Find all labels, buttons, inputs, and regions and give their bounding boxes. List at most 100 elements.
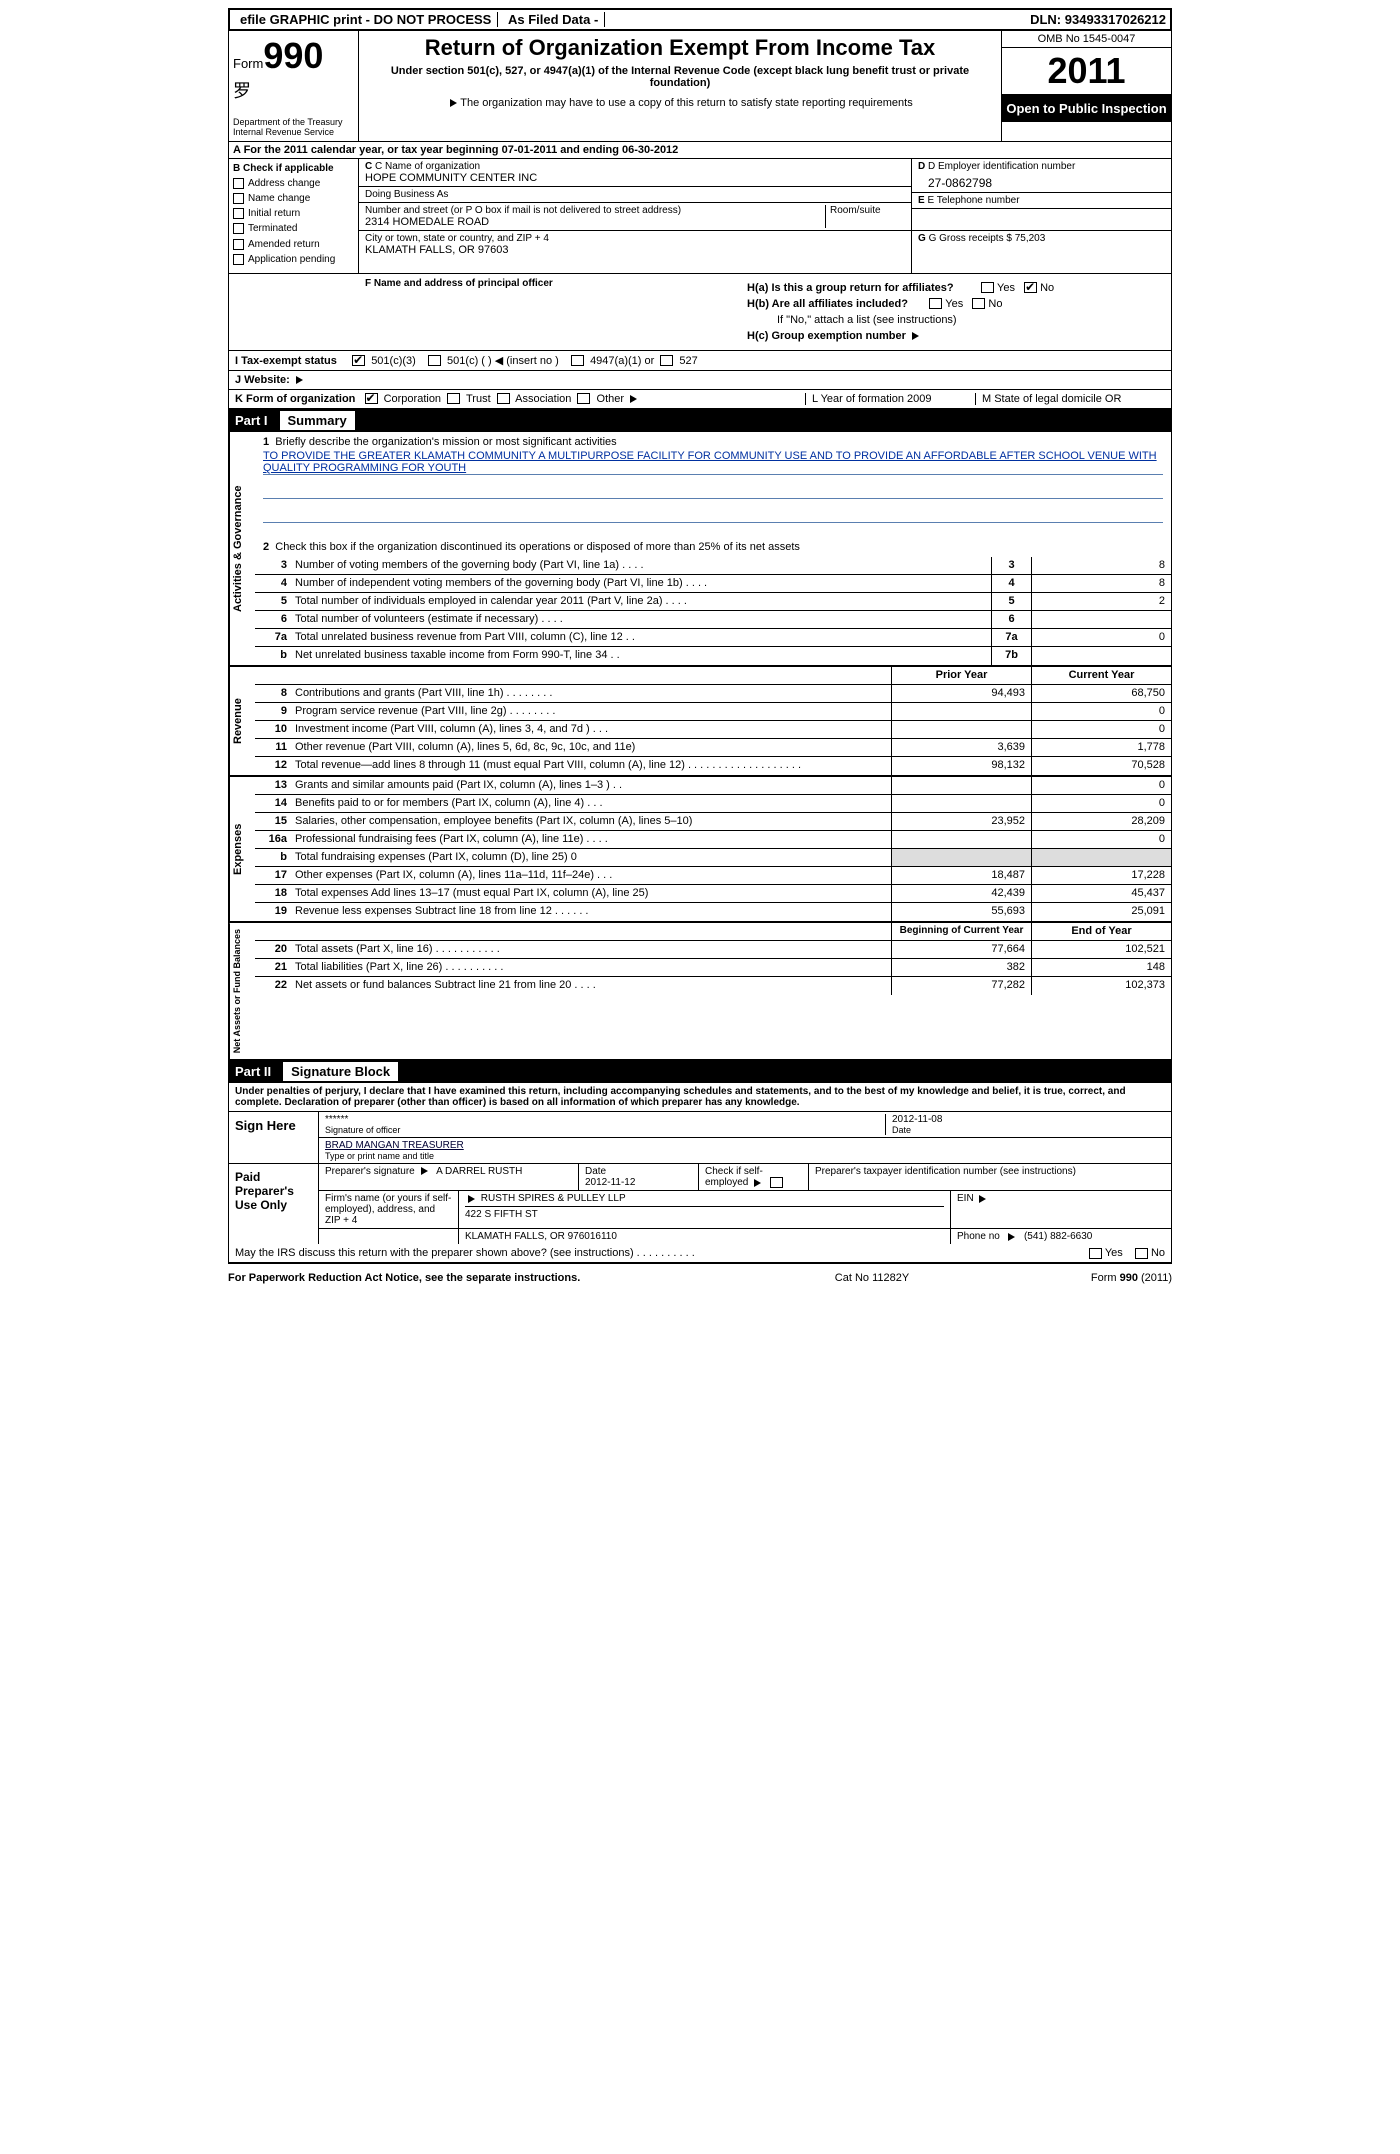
checkbox-icon[interactable]: [233, 223, 244, 234]
rev-line: 12 Total revenue—add lines 8 through 11 …: [255, 757, 1171, 775]
hb-note: If "No," attach a list (see instructions…: [747, 314, 1165, 326]
firm-lbl-cell: Firm's name (or yours if self-employed),…: [319, 1191, 459, 1228]
line-box: 7a: [991, 629, 1031, 646]
prior-val: 18,487: [891, 867, 1031, 884]
city-val: KLAMATH FALLS, OR 97603: [365, 244, 905, 256]
line-desc: Grants and similar amounts paid (Part IX…: [291, 777, 891, 794]
end-val: 148: [1031, 959, 1171, 976]
header-left: Form990 罗 Department of the Treasury Int…: [229, 31, 359, 141]
sig-date-lbl: Date: [892, 1125, 1165, 1135]
part-title: Summary: [280, 411, 355, 430]
line-desc: Total unrelated business revenue from Pa…: [291, 629, 991, 646]
rev-line: 9 Program service revenue (Part VIII, li…: [255, 703, 1171, 721]
checkbox-icon[interactable]: [577, 393, 590, 404]
line-desc: Total fundraising expenses (Part IX, col…: [291, 849, 891, 866]
line-desc: Net assets or fund balances Subtract lin…: [291, 977, 891, 995]
phone-val: (541) 882-6630: [1024, 1231, 1092, 1242]
triangle-icon: [630, 395, 637, 403]
exp-line: 17 Other expenses (Part IX, column (A), …: [255, 867, 1171, 885]
line-desc: Number of independent voting members of …: [291, 575, 991, 592]
sig-name-row: BRAD MANGAN TREASURER Type or print name…: [319, 1138, 1171, 1163]
c-street-cell: Number and street (or P O box if mail is…: [359, 203, 911, 231]
dba-lbl: Doing Business As: [365, 189, 905, 200]
form-subtitle: Under section 501(c), 527, or 4947(a)(1)…: [367, 65, 993, 89]
checkbox-icon[interactable]: [929, 298, 942, 309]
checkbox-icon[interactable]: [233, 193, 244, 204]
line-desc: Professional fundraising fees (Part IX, …: [291, 831, 891, 848]
tax-year: 2011: [1002, 48, 1171, 95]
prep-date-val: 2012-11-12: [585, 1177, 692, 1188]
checkbox-icon[interactable]: [770, 1177, 783, 1188]
form-note: The organization may have to use a copy …: [367, 97, 993, 109]
line-desc: Total revenue—add lines 8 through 11 (mu…: [291, 757, 891, 775]
gov-line: 4 Number of independent voting members o…: [255, 575, 1171, 593]
current-val: 25,091: [1031, 903, 1171, 921]
chk-pending: Application pending: [233, 254, 354, 265]
checkbox-icon[interactable]: [233, 254, 244, 265]
checkbox-icon[interactable]: [233, 208, 244, 219]
triangle-icon: [979, 1195, 986, 1203]
prior-val: [891, 721, 1031, 738]
prior-val: [891, 831, 1031, 848]
may-yesno: Yes No: [1086, 1247, 1165, 1259]
prior-val: 23,952: [891, 813, 1031, 830]
checkbox-checked-icon[interactable]: [352, 355, 365, 366]
line-desc: Program service revenue (Part VIII, line…: [291, 703, 891, 720]
end-val: 102,373: [1031, 977, 1171, 995]
part-i-header: Part I Summary: [228, 409, 1172, 432]
part-num: Part I: [235, 413, 276, 428]
exp-line: 13 Grants and similar amounts paid (Part…: [255, 777, 1171, 795]
yes-lbl: Yes: [1105, 1247, 1123, 1259]
c-city-cell: City or town, state or country, and ZIP …: [359, 231, 911, 258]
checkbox-icon[interactable]: [571, 355, 584, 366]
checkbox-icon[interactable]: [428, 355, 441, 366]
blank-cell: [912, 209, 1171, 231]
col-b-checkboxes: B Check if applicable Address change Nam…: [229, 159, 359, 273]
triangle-icon: [421, 1167, 428, 1175]
gross-lbl: G Gross receipts $: [929, 233, 1012, 244]
gov-lines: 3 Number of voting members of the govern…: [255, 557, 1171, 665]
checkbox-checked-icon[interactable]: [1024, 282, 1037, 293]
omb-number: OMB No 1545-0047: [1002, 31, 1171, 48]
vlabel-expenses: Expenses: [229, 777, 255, 921]
prior-val: 3,639: [891, 739, 1031, 756]
summary-net-assets: Net Assets or Fund Balances Beginning of…: [228, 923, 1172, 1060]
checkbox-icon[interactable]: [233, 239, 244, 250]
firm-addr2: KLAMATH FALLS, OR 976016110: [459, 1229, 951, 1244]
checkbox-checked-icon[interactable]: [365, 393, 378, 404]
checkbox-icon[interactable]: [660, 355, 673, 366]
chk-lbl: Address change: [248, 178, 320, 189]
checkbox-icon[interactable]: [447, 393, 460, 404]
checkbox-icon[interactable]: [972, 298, 985, 309]
line-num: 19: [255, 903, 291, 921]
checkbox-icon[interactable]: [233, 178, 244, 189]
sig-date: 2012-11-08 Date: [885, 1114, 1165, 1135]
blank: [319, 1229, 459, 1244]
current-val: 0: [1031, 831, 1171, 848]
checkbox-icon[interactable]: [981, 282, 994, 293]
phone-lbl: E Telephone number: [927, 195, 1019, 206]
line-num: 5: [255, 593, 291, 610]
line-val: 8: [1031, 575, 1171, 592]
ein-lbl: EIN: [957, 1193, 974, 1204]
checkbox-icon[interactable]: [1135, 1248, 1148, 1259]
rev-line: 11 Other revenue (Part VIII, column (A),…: [255, 739, 1171, 757]
vlabel-net: Net Assets or Fund Balances: [229, 923, 255, 1059]
checkbox-icon[interactable]: [1089, 1248, 1102, 1259]
end-val: 102,521: [1031, 941, 1171, 958]
phone-cell: Phone no (541) 882-6630: [951, 1229, 1171, 1244]
form-ref: Form 990 (2011): [972, 1272, 1172, 1284]
exp-line: 14 Benefits paid to or for members (Part…: [255, 795, 1171, 813]
prep-ptin-lbl: Preparer's taxpayer identification numbe…: [815, 1166, 1076, 1177]
e-phone: E E Telephone number: [912, 193, 1171, 209]
chk-initial-return: Initial return: [233, 208, 354, 219]
blank: [255, 667, 291, 684]
header-center: Return of Organization Exempt From Incom…: [359, 31, 1001, 141]
line-num: 11: [255, 739, 291, 756]
current-val: 17,228: [1031, 867, 1171, 884]
checkbox-icon[interactable]: [497, 393, 510, 404]
k-other: Other: [597, 393, 625, 405]
city-lbl: City or town, state or country, and ZIP …: [365, 233, 905, 244]
exp-line: 18 Total expenses Add lines 13–17 (must …: [255, 885, 1171, 903]
vlabel-governance: Activities & Governance: [229, 432, 255, 665]
